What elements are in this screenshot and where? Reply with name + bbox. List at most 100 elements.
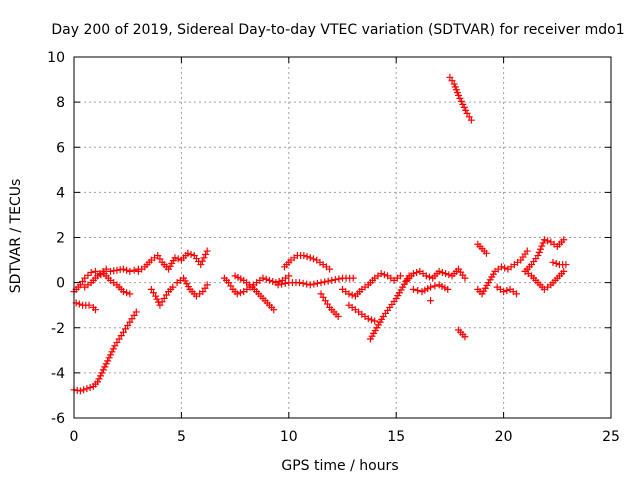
data-point	[169, 283, 177, 291]
y-tick-label: 4	[56, 185, 65, 201]
series-cluster-12-15	[339, 270, 404, 300]
data-point	[104, 357, 112, 365]
data-point	[95, 375, 103, 383]
series-lower-16-18	[409, 281, 452, 296]
data-point	[299, 279, 307, 287]
x-tick-label: 15	[387, 429, 405, 445]
data-point	[262, 275, 270, 283]
data-point	[130, 266, 138, 274]
series-neg-cluster-17	[454, 326, 469, 341]
data-point	[460, 103, 468, 111]
data-point	[459, 100, 467, 108]
data-point	[202, 250, 210, 258]
data-point	[153, 295, 161, 303]
data-point	[174, 255, 182, 263]
data-point	[306, 281, 314, 289]
data-point	[310, 280, 318, 288]
data-point	[500, 288, 508, 296]
data-point	[126, 290, 134, 298]
data-point	[501, 264, 509, 272]
data-point	[538, 242, 546, 250]
data-point	[94, 272, 102, 280]
series-late-21-23	[521, 236, 568, 275]
data-point	[187, 250, 195, 258]
data-point	[87, 268, 95, 276]
x-tick-label: 25	[602, 429, 620, 445]
data-point	[306, 254, 314, 262]
data-point	[435, 267, 443, 275]
data-point	[97, 271, 105, 279]
x-tick-labels: 0 5 10 15 20 25	[70, 429, 620, 445]
data-point	[560, 236, 568, 244]
data-point	[123, 289, 131, 297]
data-point	[335, 275, 343, 283]
data-point	[75, 300, 83, 308]
data-point	[119, 265, 127, 273]
data-point	[184, 249, 192, 257]
data-point	[454, 91, 462, 99]
data-point	[303, 253, 311, 261]
data-point	[259, 274, 267, 282]
y-tick-label: 8	[56, 95, 65, 111]
y-axis-label: SDTVAR / TECUs	[8, 179, 24, 294]
y-tick-label: -2	[51, 321, 65, 337]
data-point	[503, 287, 511, 295]
data-point	[442, 270, 450, 278]
data-points	[70, 73, 570, 395]
data-point	[281, 279, 289, 287]
series-lower-4-6	[173, 274, 211, 300]
data-point	[444, 285, 452, 293]
data-point	[467, 116, 475, 124]
data-point	[445, 271, 453, 279]
data-point	[396, 272, 404, 280]
data-point	[91, 267, 99, 275]
series-high-arc	[446, 73, 475, 124]
y-tick-label: 6	[56, 140, 65, 156]
y-tick-label: 10	[47, 50, 65, 66]
series-band-19-21	[474, 247, 531, 298]
x-tick-label: 5	[177, 429, 186, 445]
series-late-mid	[549, 258, 570, 269]
data-point	[203, 281, 211, 289]
series-cluster-3-6	[134, 247, 211, 275]
data-point	[544, 237, 552, 245]
data-point	[331, 276, 339, 284]
x-tick-label: 10	[280, 429, 298, 445]
data-point	[427, 283, 435, 291]
data-point	[364, 315, 372, 323]
data-point	[523, 247, 531, 255]
data-point	[285, 272, 293, 280]
y-tick-labels: -6 -4 -2 0 2 4 6 8 10	[47, 50, 65, 427]
data-point	[324, 277, 332, 285]
data-point	[152, 292, 160, 300]
series-small-neg	[72, 299, 99, 314]
y-tick-label: 2	[56, 231, 65, 247]
series-tracks-early	[70, 265, 142, 296]
data-point	[101, 363, 109, 371]
data-point	[409, 270, 417, 278]
data-point	[109, 345, 117, 353]
data-point	[265, 276, 273, 284]
data-point	[102, 265, 110, 273]
data-point	[126, 267, 134, 275]
data-point	[96, 372, 104, 380]
data-point	[427, 297, 435, 305]
data-point	[349, 274, 357, 282]
data-point	[413, 268, 421, 276]
data-point	[560, 267, 568, 275]
data-point	[300, 252, 308, 260]
data-point	[198, 257, 206, 265]
series-arc-1	[81, 270, 134, 298]
y-tick-label: 0	[56, 276, 65, 292]
data-point	[278, 280, 286, 288]
data-point	[310, 255, 318, 263]
data-point	[236, 289, 244, 297]
series-isolated-16	[427, 297, 435, 305]
data-point	[457, 97, 465, 105]
series-dips-4	[147, 283, 177, 309]
y-tick-label: -4	[51, 366, 65, 382]
data-point	[367, 316, 375, 324]
data-point	[537, 245, 545, 253]
data-point	[345, 290, 353, 298]
